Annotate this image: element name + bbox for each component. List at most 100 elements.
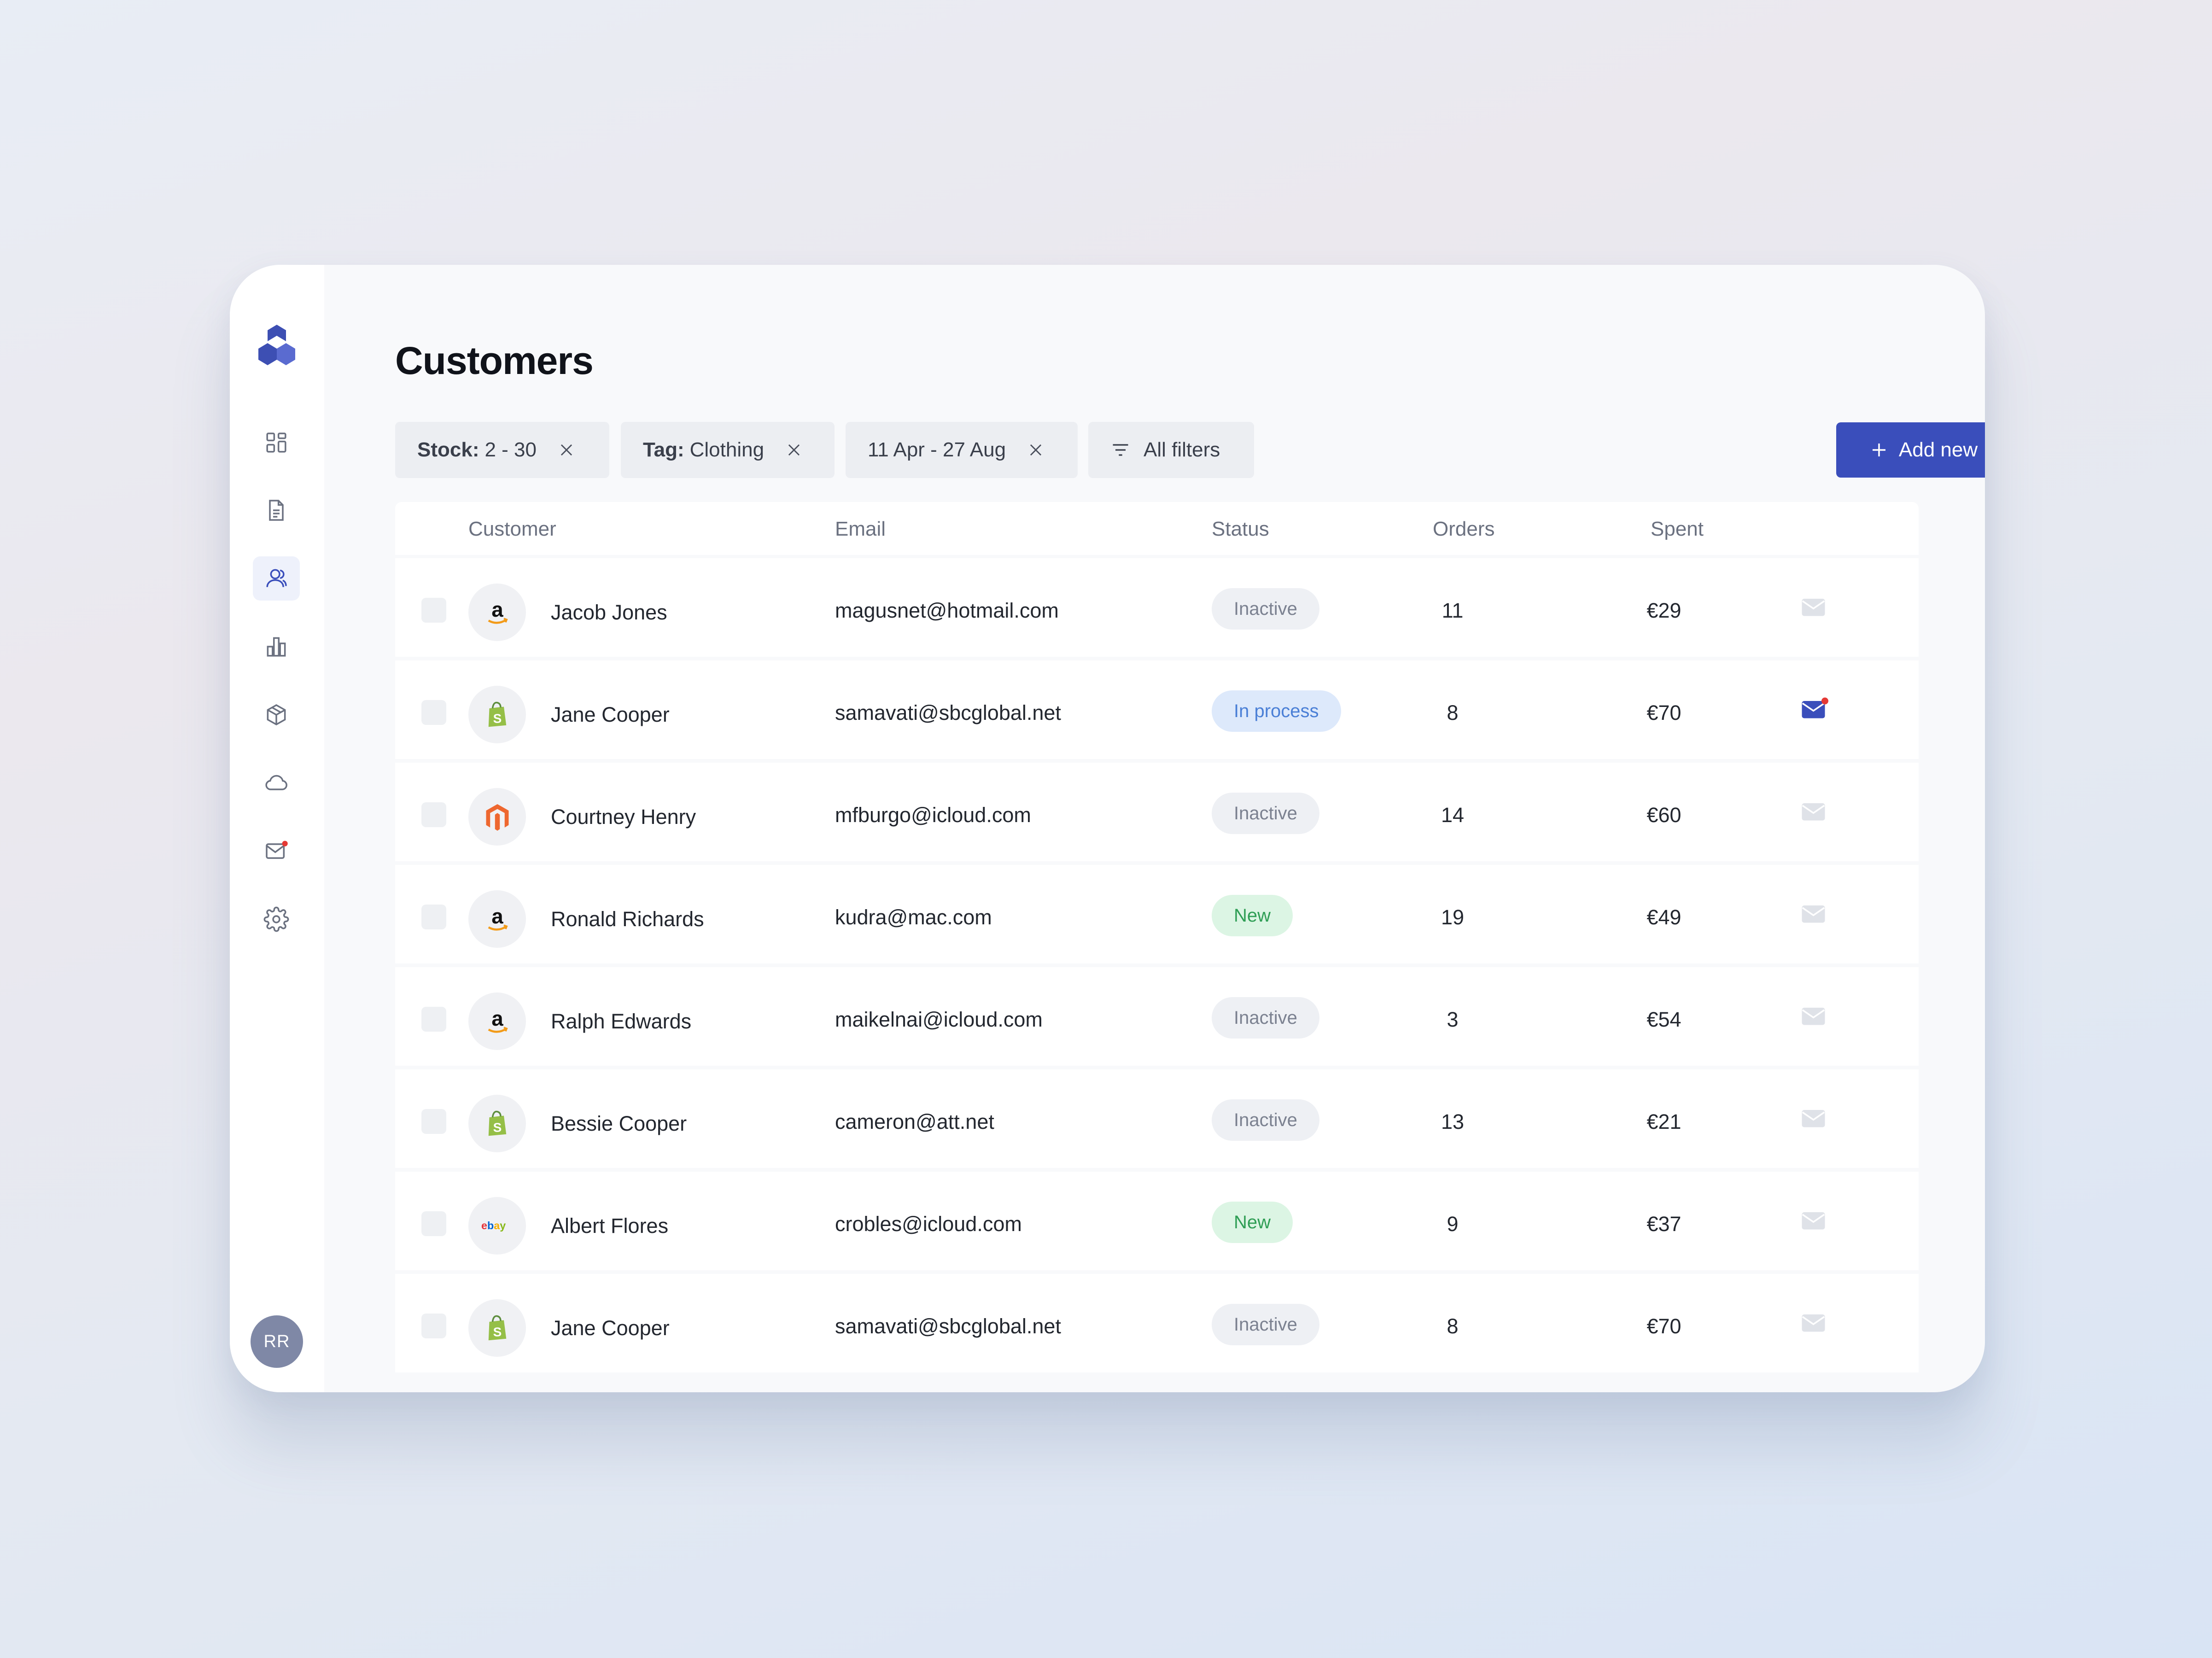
status-badge: New bbox=[1212, 1202, 1293, 1243]
customer-email: samavati@sbcglobal.net bbox=[835, 701, 1061, 724]
amazon-logo-icon: a bbox=[468, 992, 526, 1050]
row-checkbox[interactable] bbox=[421, 1314, 446, 1338]
table-header: Customer Email Status Orders Spent bbox=[395, 502, 1919, 555]
spent-amount: €70 bbox=[1646, 701, 1681, 724]
customer-name: Albert Flores bbox=[551, 1214, 669, 1238]
all-filters-button[interactable]: All filters bbox=[1088, 422, 1254, 478]
mail-icon bbox=[266, 841, 288, 859]
mail-icon[interactable] bbox=[1801, 799, 1828, 826]
close-icon[interactable] bbox=[1027, 441, 1045, 459]
filter-chip-stock[interactable]: Stock: 2 - 30 bbox=[395, 422, 609, 478]
shopify-logo-icon: S bbox=[468, 1299, 526, 1357]
dashboard-icon bbox=[266, 432, 286, 453]
customer-email: kudra@mac.com bbox=[835, 905, 992, 929]
mail-icon[interactable] bbox=[1801, 1105, 1828, 1133]
row-checkbox[interactable] bbox=[421, 700, 446, 725]
customer-name: Jacob Jones bbox=[551, 601, 667, 624]
row-checkbox[interactable] bbox=[421, 1211, 446, 1236]
mail-icon[interactable] bbox=[1801, 1003, 1828, 1031]
orders-count: 3 bbox=[1447, 1008, 1459, 1031]
col-orders[interactable]: Orders bbox=[1433, 518, 1495, 540]
cloud-icon bbox=[265, 775, 287, 790]
filter-icon bbox=[1113, 444, 1128, 456]
spent-amount: €70 bbox=[1646, 1314, 1681, 1338]
users-icon bbox=[266, 569, 287, 587]
col-customer[interactable]: Customer bbox=[468, 518, 556, 540]
status-badge: In process bbox=[1212, 690, 1341, 732]
customer-name: Jane Cooper bbox=[551, 703, 670, 726]
row-checkbox[interactable] bbox=[421, 598, 446, 623]
table-row[interactable]: Courtney Henry mfburgo@icloud.com Inactive… bbox=[395, 763, 1919, 861]
chart-icon bbox=[267, 637, 286, 657]
plus-icon bbox=[1872, 444, 1885, 456]
table-row[interactable]: a Ronald Richards kudra@mac.com New 19 €49 bbox=[395, 865, 1919, 963]
page-title: Customers bbox=[395, 339, 594, 382]
orders-count: 19 bbox=[1441, 905, 1465, 929]
mail-icon[interactable] bbox=[1801, 1310, 1828, 1337]
filter-value: 2 - 30 bbox=[484, 438, 537, 461]
customer-name: Jane Cooper bbox=[551, 1316, 670, 1340]
status-badge: New bbox=[1212, 895, 1293, 936]
table-row[interactable]: S Bessie Cooper cameron@att.net Inactive 13 €… bbox=[395, 1069, 1919, 1168]
amazon-logo-icon: a bbox=[468, 890, 526, 948]
svg-text:a: a bbox=[491, 904, 503, 928]
status-badge: Inactive bbox=[1212, 1099, 1319, 1141]
mail-icon[interactable] bbox=[1801, 1208, 1828, 1235]
mail-icon[interactable] bbox=[1801, 696, 1828, 724]
table-row[interactable]: S Jane Cooper samavati@sbcglobal.net Inacti… bbox=[395, 1274, 1919, 1372]
mail-icon[interactable] bbox=[1801, 594, 1828, 622]
box-icon bbox=[267, 704, 286, 726]
mail-icon[interactable] bbox=[1801, 901, 1828, 928]
customer-email: magusnet@hotmail.com bbox=[835, 599, 1059, 622]
add-new-button[interactable]: Add new bbox=[1836, 422, 1985, 478]
table-row[interactable]: S Jane Cooper samavati@sbcglobal.net In pro… bbox=[395, 660, 1919, 759]
nav-settings[interactable] bbox=[253, 897, 300, 941]
shopify-logo-icon: S bbox=[468, 686, 526, 743]
row-checkbox[interactable] bbox=[421, 802, 446, 827]
close-icon[interactable] bbox=[785, 441, 803, 459]
nav-customers[interactable] bbox=[253, 556, 300, 601]
customer-name: Ronald Richards bbox=[551, 907, 704, 931]
nav-products[interactable] bbox=[253, 693, 300, 737]
orders-count: 9 bbox=[1447, 1212, 1459, 1236]
status-badge: Inactive bbox=[1212, 588, 1319, 630]
spent-amount: €60 bbox=[1646, 803, 1681, 827]
customer-email: maikelnai@icloud.com bbox=[835, 1008, 1043, 1031]
filter-chip-date[interactable]: 11 Apr - 27 Aug bbox=[846, 422, 1078, 478]
svg-text:S: S bbox=[493, 711, 502, 725]
orders-count: 14 bbox=[1441, 803, 1465, 827]
orders-count: 8 bbox=[1447, 701, 1459, 724]
svg-text:ebay: ebay bbox=[481, 1220, 506, 1232]
col-email[interactable]: Email bbox=[835, 518, 886, 540]
status-badge: Inactive bbox=[1212, 997, 1319, 1039]
ebay-logo-icon: ebay bbox=[468, 1197, 526, 1255]
filter-value: 11 Apr - 27 Aug bbox=[868, 438, 1006, 461]
row-checkbox[interactable] bbox=[421, 1007, 446, 1032]
nav-dashboard[interactable] bbox=[253, 420, 300, 465]
spent-amount: €29 bbox=[1646, 599, 1681, 622]
table-row[interactable]: a Jacob Jones magusnet@hotmail.com Inactive… bbox=[395, 558, 1919, 657]
row-checkbox[interactable] bbox=[421, 905, 446, 929]
status-badge: Inactive bbox=[1212, 793, 1319, 834]
nav-cloud[interactable] bbox=[253, 761, 300, 805]
row-checkbox[interactable] bbox=[421, 1109, 446, 1134]
svg-text:a: a bbox=[491, 597, 503, 621]
filter-chip-tag[interactable]: Tag: Clothing bbox=[621, 422, 835, 478]
spent-amount: €49 bbox=[1646, 905, 1681, 929]
col-status[interactable]: Status bbox=[1212, 518, 1269, 540]
spent-amount: €21 bbox=[1646, 1110, 1681, 1133]
app-logo[interactable] bbox=[254, 321, 300, 367]
customer-name: Courtney Henry bbox=[551, 805, 696, 829]
main-content: Customers Stock: 2 - 30 Tag: Clothing 11… bbox=[324, 265, 1985, 1392]
nav-analytics[interactable] bbox=[253, 625, 300, 669]
nav-documents[interactable] bbox=[253, 488, 300, 532]
document-icon bbox=[269, 500, 284, 521]
table-row[interactable]: ebay Albert Flores crobles@icloud.com New 9 €… bbox=[395, 1172, 1919, 1270]
avatar[interactable]: RR bbox=[251, 1315, 303, 1368]
nav-messages[interactable] bbox=[253, 829, 300, 873]
close-icon[interactable] bbox=[558, 441, 575, 459]
orders-count: 13 bbox=[1441, 1110, 1465, 1133]
table-row[interactable]: a Ralph Edwards maikelnai@icloud.com Inacti… bbox=[395, 967, 1919, 1066]
magento-logo-icon bbox=[468, 788, 526, 846]
col-spent[interactable]: Spent bbox=[1651, 518, 1704, 540]
